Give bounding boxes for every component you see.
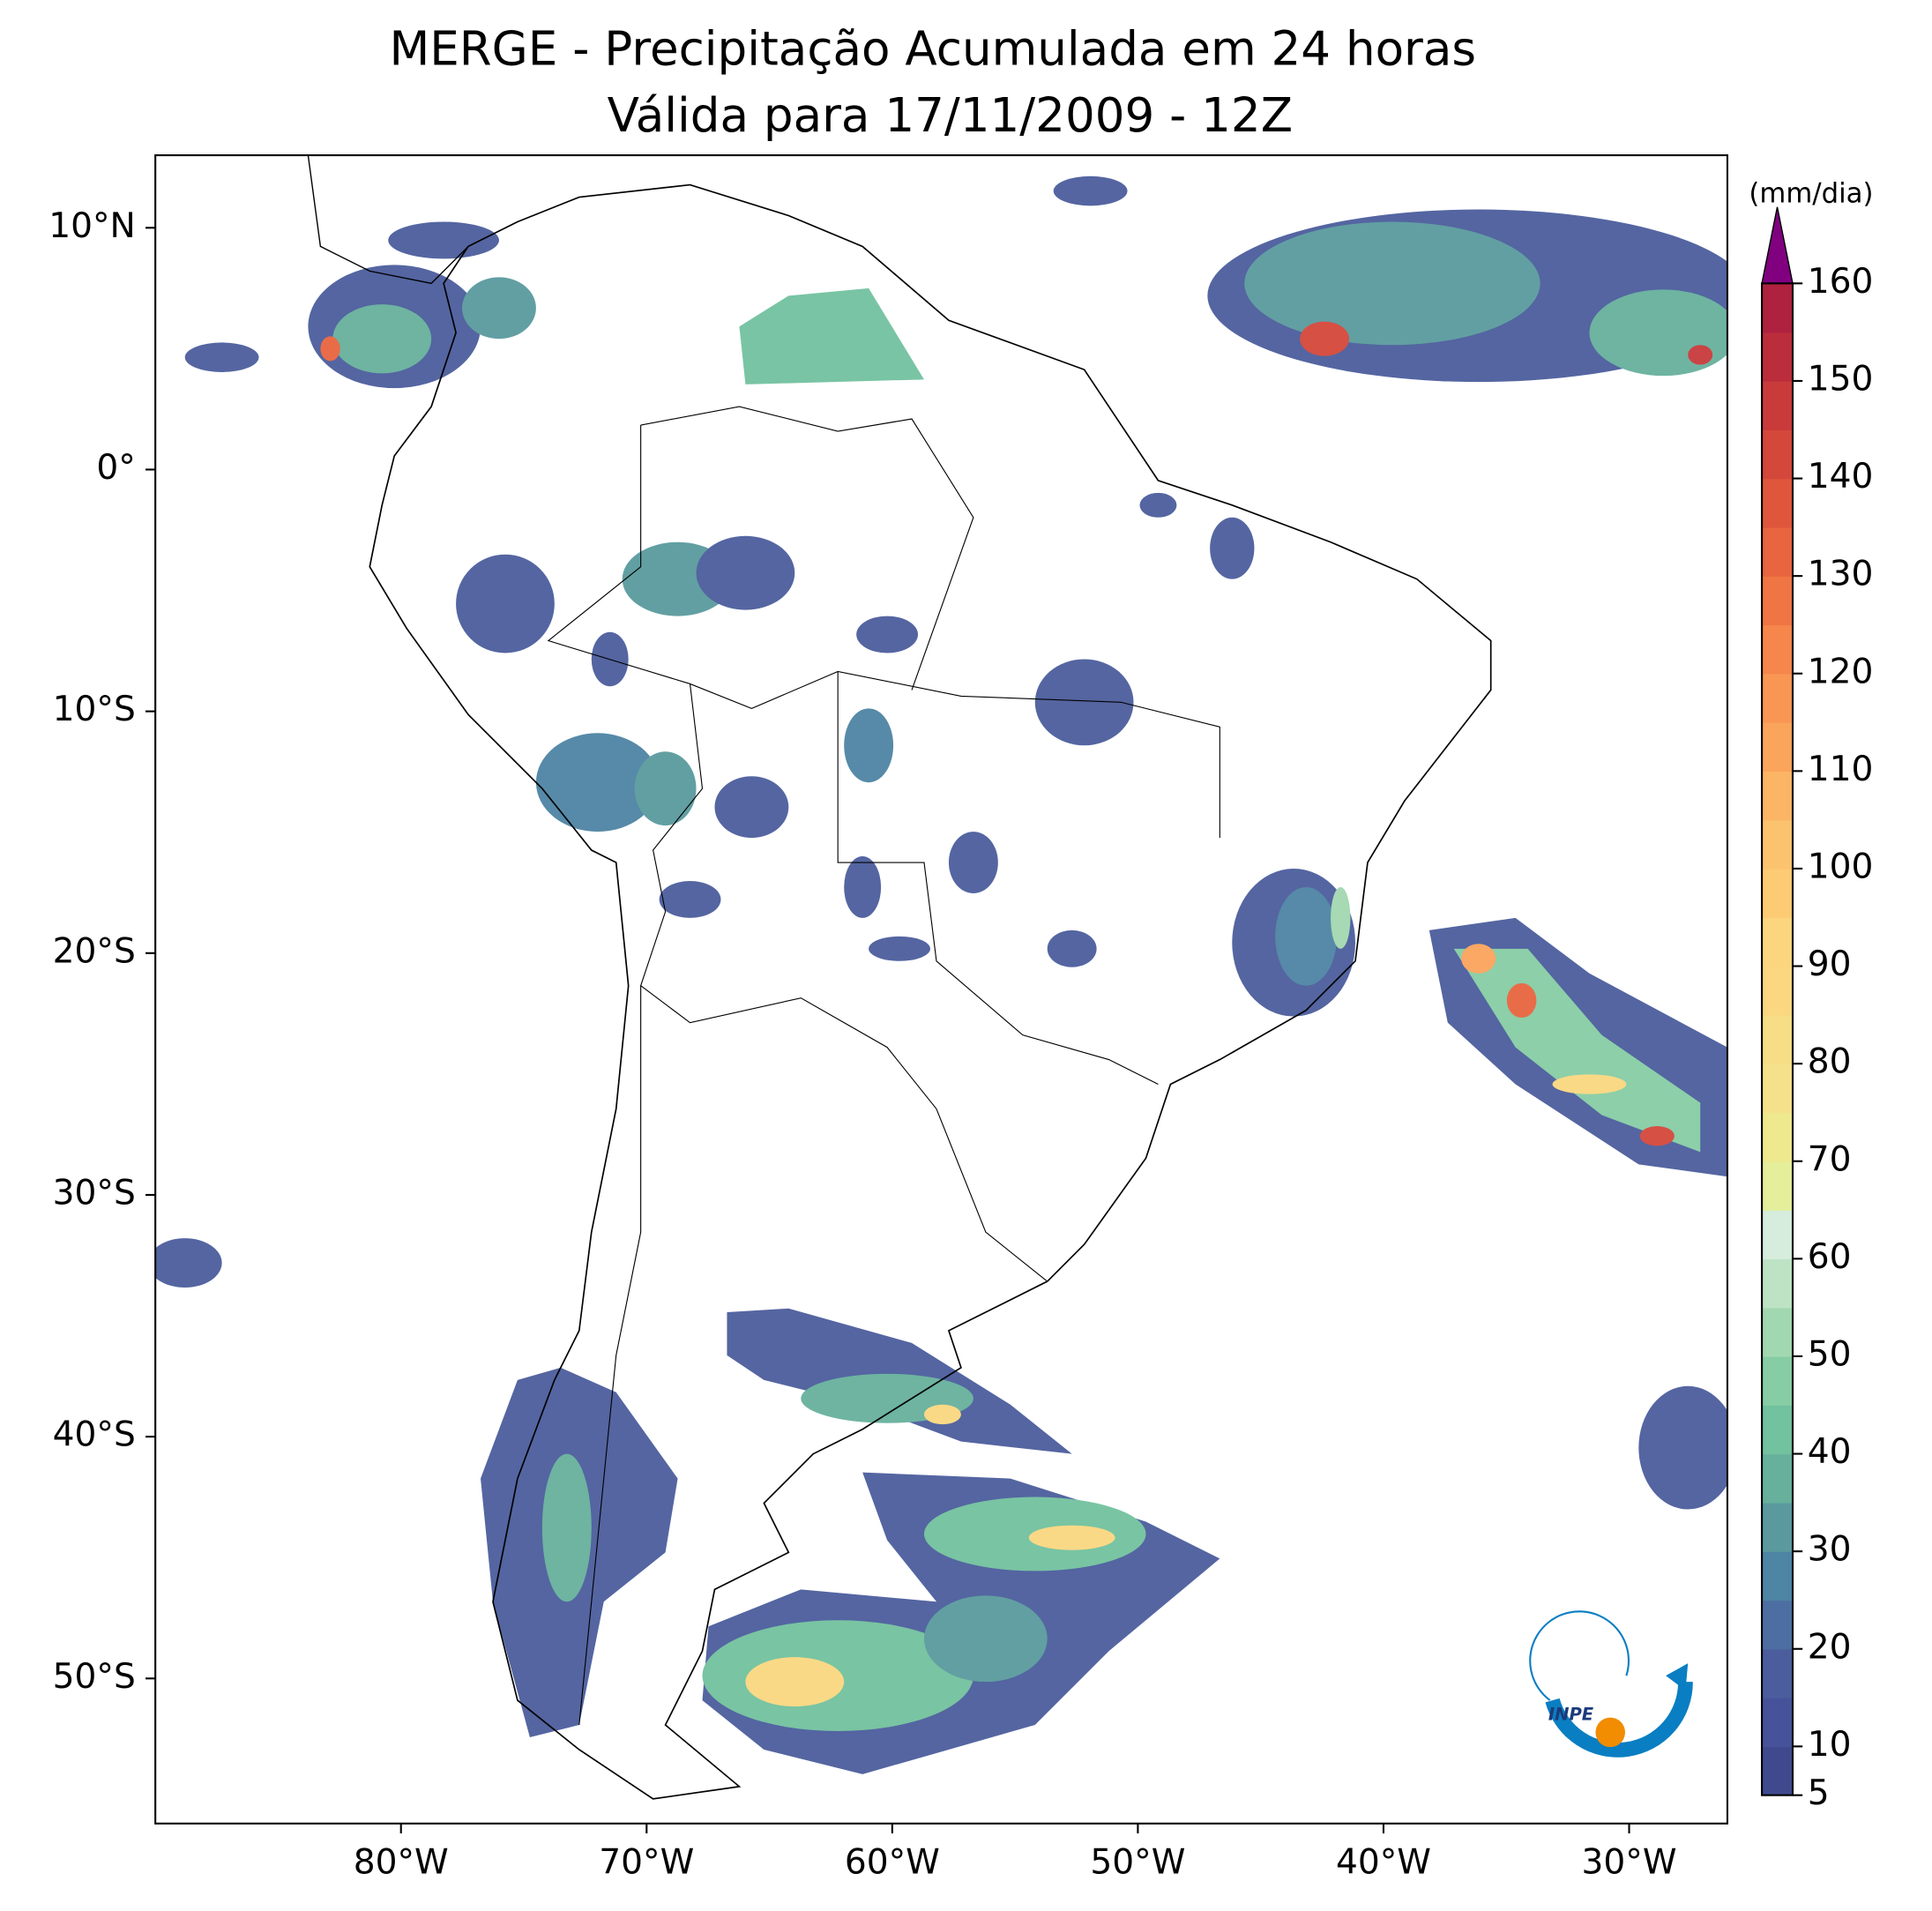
colorbar-segment — [1762, 917, 1793, 967]
map-area — [155, 155, 1727, 1800]
colorbar-tick-label: 160 — [1808, 262, 1874, 302]
colorbar-tick-label: 30 — [1808, 1530, 1852, 1570]
colorbar-segment — [1762, 1258, 1793, 1309]
colorbar-tick-label: 90 — [1808, 944, 1852, 984]
colorbar-segment — [1762, 868, 1793, 918]
colorbar-tick-label: 110 — [1808, 750, 1874, 789]
colorbar-segment — [1762, 1698, 1793, 1748]
map-frame — [154, 153, 1728, 1825]
y-tick-label: 30°S — [53, 1173, 136, 1213]
coastline — [369, 183, 1492, 1800]
y-tick-label: 10°S — [53, 690, 136, 729]
colorbar-tick-label: 60 — [1808, 1237, 1852, 1277]
x-tick-label: 60°W — [845, 1842, 940, 1882]
title: MERGE - Precipitação Acumulada em 24 hor… — [389, 21, 1476, 76]
colorbar-segment — [1762, 429, 1793, 480]
x-tick-label: 70°W — [599, 1842, 694, 1882]
colorbar-label: (mm/dia) — [1749, 177, 1873, 209]
subtitle: Válida para 17/11/2009 - 12Z — [608, 88, 1293, 143]
colorbar-tick-label: 70 — [1808, 1139, 1852, 1179]
axes: 80°W 70°W 60°W 50°W 40°W 30°W 10°N 0° 10°S 20°S 30… — [48, 206, 1676, 1883]
colorbar-segment — [1762, 1210, 1793, 1260]
colorbar-tick-label: 80 — [1808, 1042, 1852, 1082]
logo-text: INPE — [1548, 1704, 1594, 1724]
colorbar-segment — [1762, 576, 1793, 626]
colorbar-segment — [1762, 1405, 1793, 1455]
colorbar-tick-label: 10 — [1808, 1725, 1852, 1765]
colorbar-tick-label: 120 — [1808, 652, 1874, 691]
logo: INPE — [1529, 1610, 1693, 1758]
colorbar-segment — [1762, 1648, 1793, 1698]
y-tick-label: 40°S — [53, 1415, 136, 1455]
colorbar-segment — [1762, 771, 1793, 821]
x-tick-label: 80°W — [354, 1842, 449, 1882]
x-tick-label: 50°W — [1090, 1842, 1185, 1882]
colorbar-segment — [1762, 283, 1793, 333]
colorbar-segment — [1762, 1551, 1793, 1601]
colorbar-segment — [1762, 1502, 1793, 1552]
colorbar-segment — [1762, 332, 1793, 382]
colorbar: 5 10 20 30 40 50 60 70 80 90 100 110 120 130 140 150 160 — [1761, 206, 1874, 1813]
x-tick-label: 40°W — [1336, 1842, 1431, 1882]
colorbar-frame — [1761, 282, 1794, 1796]
colorbar-segment — [1762, 1355, 1793, 1406]
y-tick-label: 0° — [96, 448, 135, 488]
colorbar-segment — [1762, 380, 1793, 430]
colorbar-tick-label: 100 — [1808, 847, 1874, 886]
precipitation — [155, 175, 1727, 1774]
y-tick-label: 20°S — [53, 931, 136, 971]
colorbar-segment — [1762, 1600, 1793, 1650]
colorbar-tick-label: 50 — [1808, 1334, 1852, 1374]
y-tick-label: 50°S — [53, 1657, 136, 1697]
colorbar-tick-label: 40 — [1808, 1432, 1852, 1472]
colorbar-segment — [1762, 819, 1793, 870]
colorbar-segment — [1762, 673, 1793, 723]
colorbar-tick-label: 150 — [1808, 359, 1874, 399]
colorbar-segment — [1762, 1746, 1793, 1796]
colorbar-segment — [1762, 624, 1793, 675]
colorbar-tick-label: 130 — [1808, 555, 1874, 594]
colorbar-tick-label: 5 — [1808, 1773, 1830, 1813]
colorbar-segment — [1762, 722, 1793, 773]
colorbar-segment — [1762, 1161, 1793, 1211]
colorbar-segment — [1762, 966, 1793, 1016]
x-tick-label: 30°W — [1582, 1842, 1677, 1882]
colorbar-segment — [1762, 1064, 1793, 1114]
colorbar-segment — [1762, 478, 1793, 528]
colorbar-tick-label: 20 — [1808, 1627, 1852, 1667]
colorbar-tick-label: 140 — [1808, 457, 1874, 496]
colorbar-segment — [1762, 1453, 1793, 1504]
colorbar-segment — [1762, 1014, 1793, 1064]
colorbar-segment — [1762, 1307, 1793, 1357]
y-tick-label: 10°N — [48, 206, 136, 246]
colorbar-segment — [1762, 1112, 1793, 1162]
colorbar-segment — [1762, 526, 1793, 577]
coastline — [307, 155, 469, 285]
borders — [547, 406, 1220, 1726]
